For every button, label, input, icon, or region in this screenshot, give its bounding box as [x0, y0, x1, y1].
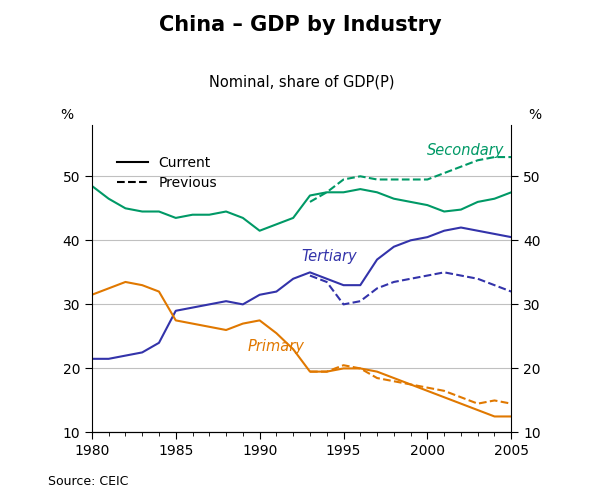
Text: %: %	[528, 108, 541, 122]
Legend: Current, Previous: Current, Previous	[112, 150, 223, 195]
Text: %: %	[61, 108, 74, 122]
Text: Source: CEIC: Source: CEIC	[48, 475, 128, 488]
Text: Tertiary: Tertiary	[302, 249, 357, 264]
Text: Primary: Primary	[248, 339, 305, 353]
Title: Nominal, share of GDP(P): Nominal, share of GDP(P)	[209, 74, 394, 89]
Text: China – GDP by Industry: China – GDP by Industry	[158, 15, 442, 35]
Text: Secondary: Secondary	[427, 143, 505, 158]
